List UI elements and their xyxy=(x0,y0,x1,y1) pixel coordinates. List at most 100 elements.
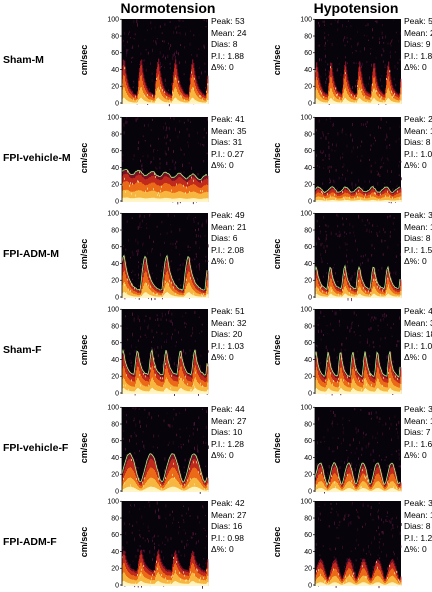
y-tick-label: 100 xyxy=(107,17,119,24)
delta-percent: Δ%: 0 xyxy=(211,62,234,73)
y-tick-label: 0 xyxy=(308,100,312,107)
panel-statistics: Peak: 44 Mean: 27 Dias: 10 P.I.: 1.28 Δ%: 0 xyxy=(211,404,246,462)
mean-value: Mean: 27 xyxy=(211,509,247,520)
panel-statistics: Peak: 22Mean: 13Dias: 8P.I.: 1.00Δ%: 0 xyxy=(404,114,432,172)
velocity-envelope-trace xyxy=(314,351,401,378)
y-tick-label: 20 xyxy=(304,278,312,285)
y-tick-label: 80 xyxy=(304,323,312,330)
doppler-spectrogram-panel: 100 80 60 40 20 0 xyxy=(300,307,402,397)
diastolic-value: Dias: 18 xyxy=(404,329,432,340)
flow-spectrum xyxy=(122,256,209,298)
y-tick-label: 60 xyxy=(111,50,119,57)
y-tick-label: 100 xyxy=(107,115,119,122)
y-tick-label: 60 xyxy=(304,148,312,155)
peak-value: Peak: 44 xyxy=(211,404,245,414)
delta-percent: Δ%: 0 xyxy=(404,450,427,461)
y-axis-label: cm/sec xyxy=(272,238,282,269)
y-tick-label: 40 xyxy=(304,357,312,364)
doppler-spectrogram-panel: 100 80 60 40 20 0 xyxy=(107,405,209,495)
doppler-spectrogram-panel: 100 80 60 40 20 0 xyxy=(107,211,209,301)
velocity-envelope-trace xyxy=(314,186,401,194)
y-tick-label: 60 xyxy=(111,340,119,347)
y-tick-label: 20 xyxy=(304,566,312,573)
doppler-spectrogram-panel: 100 80 60 40 20 0 xyxy=(107,499,209,589)
mean-value: Mean: 22 xyxy=(404,27,432,38)
y-tick-label: 100 xyxy=(107,307,119,314)
flow-spectrum xyxy=(315,463,402,492)
y-tick-label: 40 xyxy=(304,165,312,172)
peak-value: Peak: 33 xyxy=(404,404,432,414)
y-axis-label: cm/sec xyxy=(272,142,282,173)
y-axis-label: cm/sec xyxy=(79,526,89,557)
y-tick-label: 60 xyxy=(111,148,119,155)
panel-statistics: Peak: 41 Mean: 35 Dias: 31 P.I.: 0.27 Δ%: 0 xyxy=(211,114,246,172)
y-tick-label: 40 xyxy=(111,455,119,462)
y-tick-label: 0 xyxy=(115,582,119,589)
doppler-spectrogram-panel: 100 80 60 40 20 0 xyxy=(300,211,402,301)
y-tick-label: 100 xyxy=(107,499,119,506)
peak-value: Peak: 36 xyxy=(404,210,432,220)
y-tick-label: 80 xyxy=(304,33,312,40)
delta-percent: Δ%: 0 xyxy=(211,352,234,363)
y-tick-label: 20 xyxy=(111,566,119,573)
y-tick-label: 20 xyxy=(111,374,119,381)
y-tick-label: 100 xyxy=(300,211,312,218)
y-tick-label: 0 xyxy=(308,582,312,589)
y-tick-label: 100 xyxy=(300,115,312,122)
delta-percent: Δ%: 0 xyxy=(404,160,427,171)
y-tick-label: 60 xyxy=(111,438,119,445)
y-tick-label: 100 xyxy=(300,17,312,24)
y-tick-label: 40 xyxy=(304,549,312,556)
flow-spectrum xyxy=(315,558,402,586)
velocity-envelope-trace xyxy=(121,254,208,292)
y-tick-label: 0 xyxy=(115,294,119,301)
pulsatility-index: P.I.: 1.88 xyxy=(404,50,432,61)
y-axis-label: cm/sec xyxy=(79,44,89,75)
y-tick-label: 80 xyxy=(304,227,312,234)
y-tick-label: 40 xyxy=(304,455,312,462)
pulsatility-index: P.I.: 2.08 xyxy=(211,244,244,255)
y-tick-label: 100 xyxy=(107,405,119,412)
diastolic-value: Dias: 8 xyxy=(404,137,431,148)
row-label: FPI-ADM-F xyxy=(3,535,57,548)
y-tick-label: 0 xyxy=(115,390,119,397)
peak-value: Peak: 22 xyxy=(404,114,432,124)
y-tick-label: 80 xyxy=(111,515,119,522)
pulsatility-index: P.I.: 1.02 xyxy=(404,340,432,351)
diastolic-value: Dias: 6 xyxy=(211,233,238,244)
y-tick-label: 0 xyxy=(308,390,312,397)
y-tick-label: 80 xyxy=(111,33,119,40)
flow-spectrum xyxy=(315,266,402,299)
diastolic-value: Dias: 16 xyxy=(211,521,243,532)
diastolic-value: Dias: 8 xyxy=(404,233,431,244)
y-tick-label: 40 xyxy=(111,261,119,268)
peak-value: Peak: 50 xyxy=(404,16,432,26)
flow-spectrum xyxy=(122,169,209,202)
velocity-envelope-trace xyxy=(121,348,208,376)
y-tick-label: 20 xyxy=(111,182,119,189)
diastolic-value: Dias: 31 xyxy=(211,137,243,148)
y-tick-label: 0 xyxy=(115,100,119,107)
peak-value: Peak: 51 xyxy=(211,306,245,316)
velocity-envelope-trace xyxy=(121,168,208,181)
y-tick-label: 80 xyxy=(304,131,312,138)
diastolic-value: Dias: 8 xyxy=(404,521,431,532)
peak-value: Peak: 49 xyxy=(211,210,245,220)
mean-value: Mean: 21 xyxy=(211,221,247,232)
panel-statistics: Peak: 31Mean: 19Dias: 8P.I.: 1.25Δ%: 0 xyxy=(404,498,432,556)
y-tick-label: 0 xyxy=(308,294,312,301)
y-tick-label: 20 xyxy=(304,472,312,479)
mean-value: Mean: 13 xyxy=(404,125,432,136)
pulsatility-index: P.I.: 1.56 xyxy=(404,244,432,255)
pulsatility-index: P.I.: 1.88 xyxy=(211,50,244,61)
velocity-envelope-trace xyxy=(314,462,401,487)
delta-percent: Δ%: 0 xyxy=(404,62,427,73)
peak-value: Peak: 41 xyxy=(211,114,245,124)
pulsatility-index: P.I.: 1.25 xyxy=(404,532,432,543)
y-tick-label: 100 xyxy=(300,499,312,506)
velocity-envelope-trace xyxy=(314,264,401,291)
panel-statistics: Peak: 42 Mean: 27 Dias: 16 P.I.: 0.98 Δ%: 0 xyxy=(211,498,246,556)
y-axis-label: cm/sec xyxy=(79,334,89,365)
y-tick-label: 0 xyxy=(115,488,119,495)
y-axis-label: cm/sec xyxy=(272,44,282,75)
